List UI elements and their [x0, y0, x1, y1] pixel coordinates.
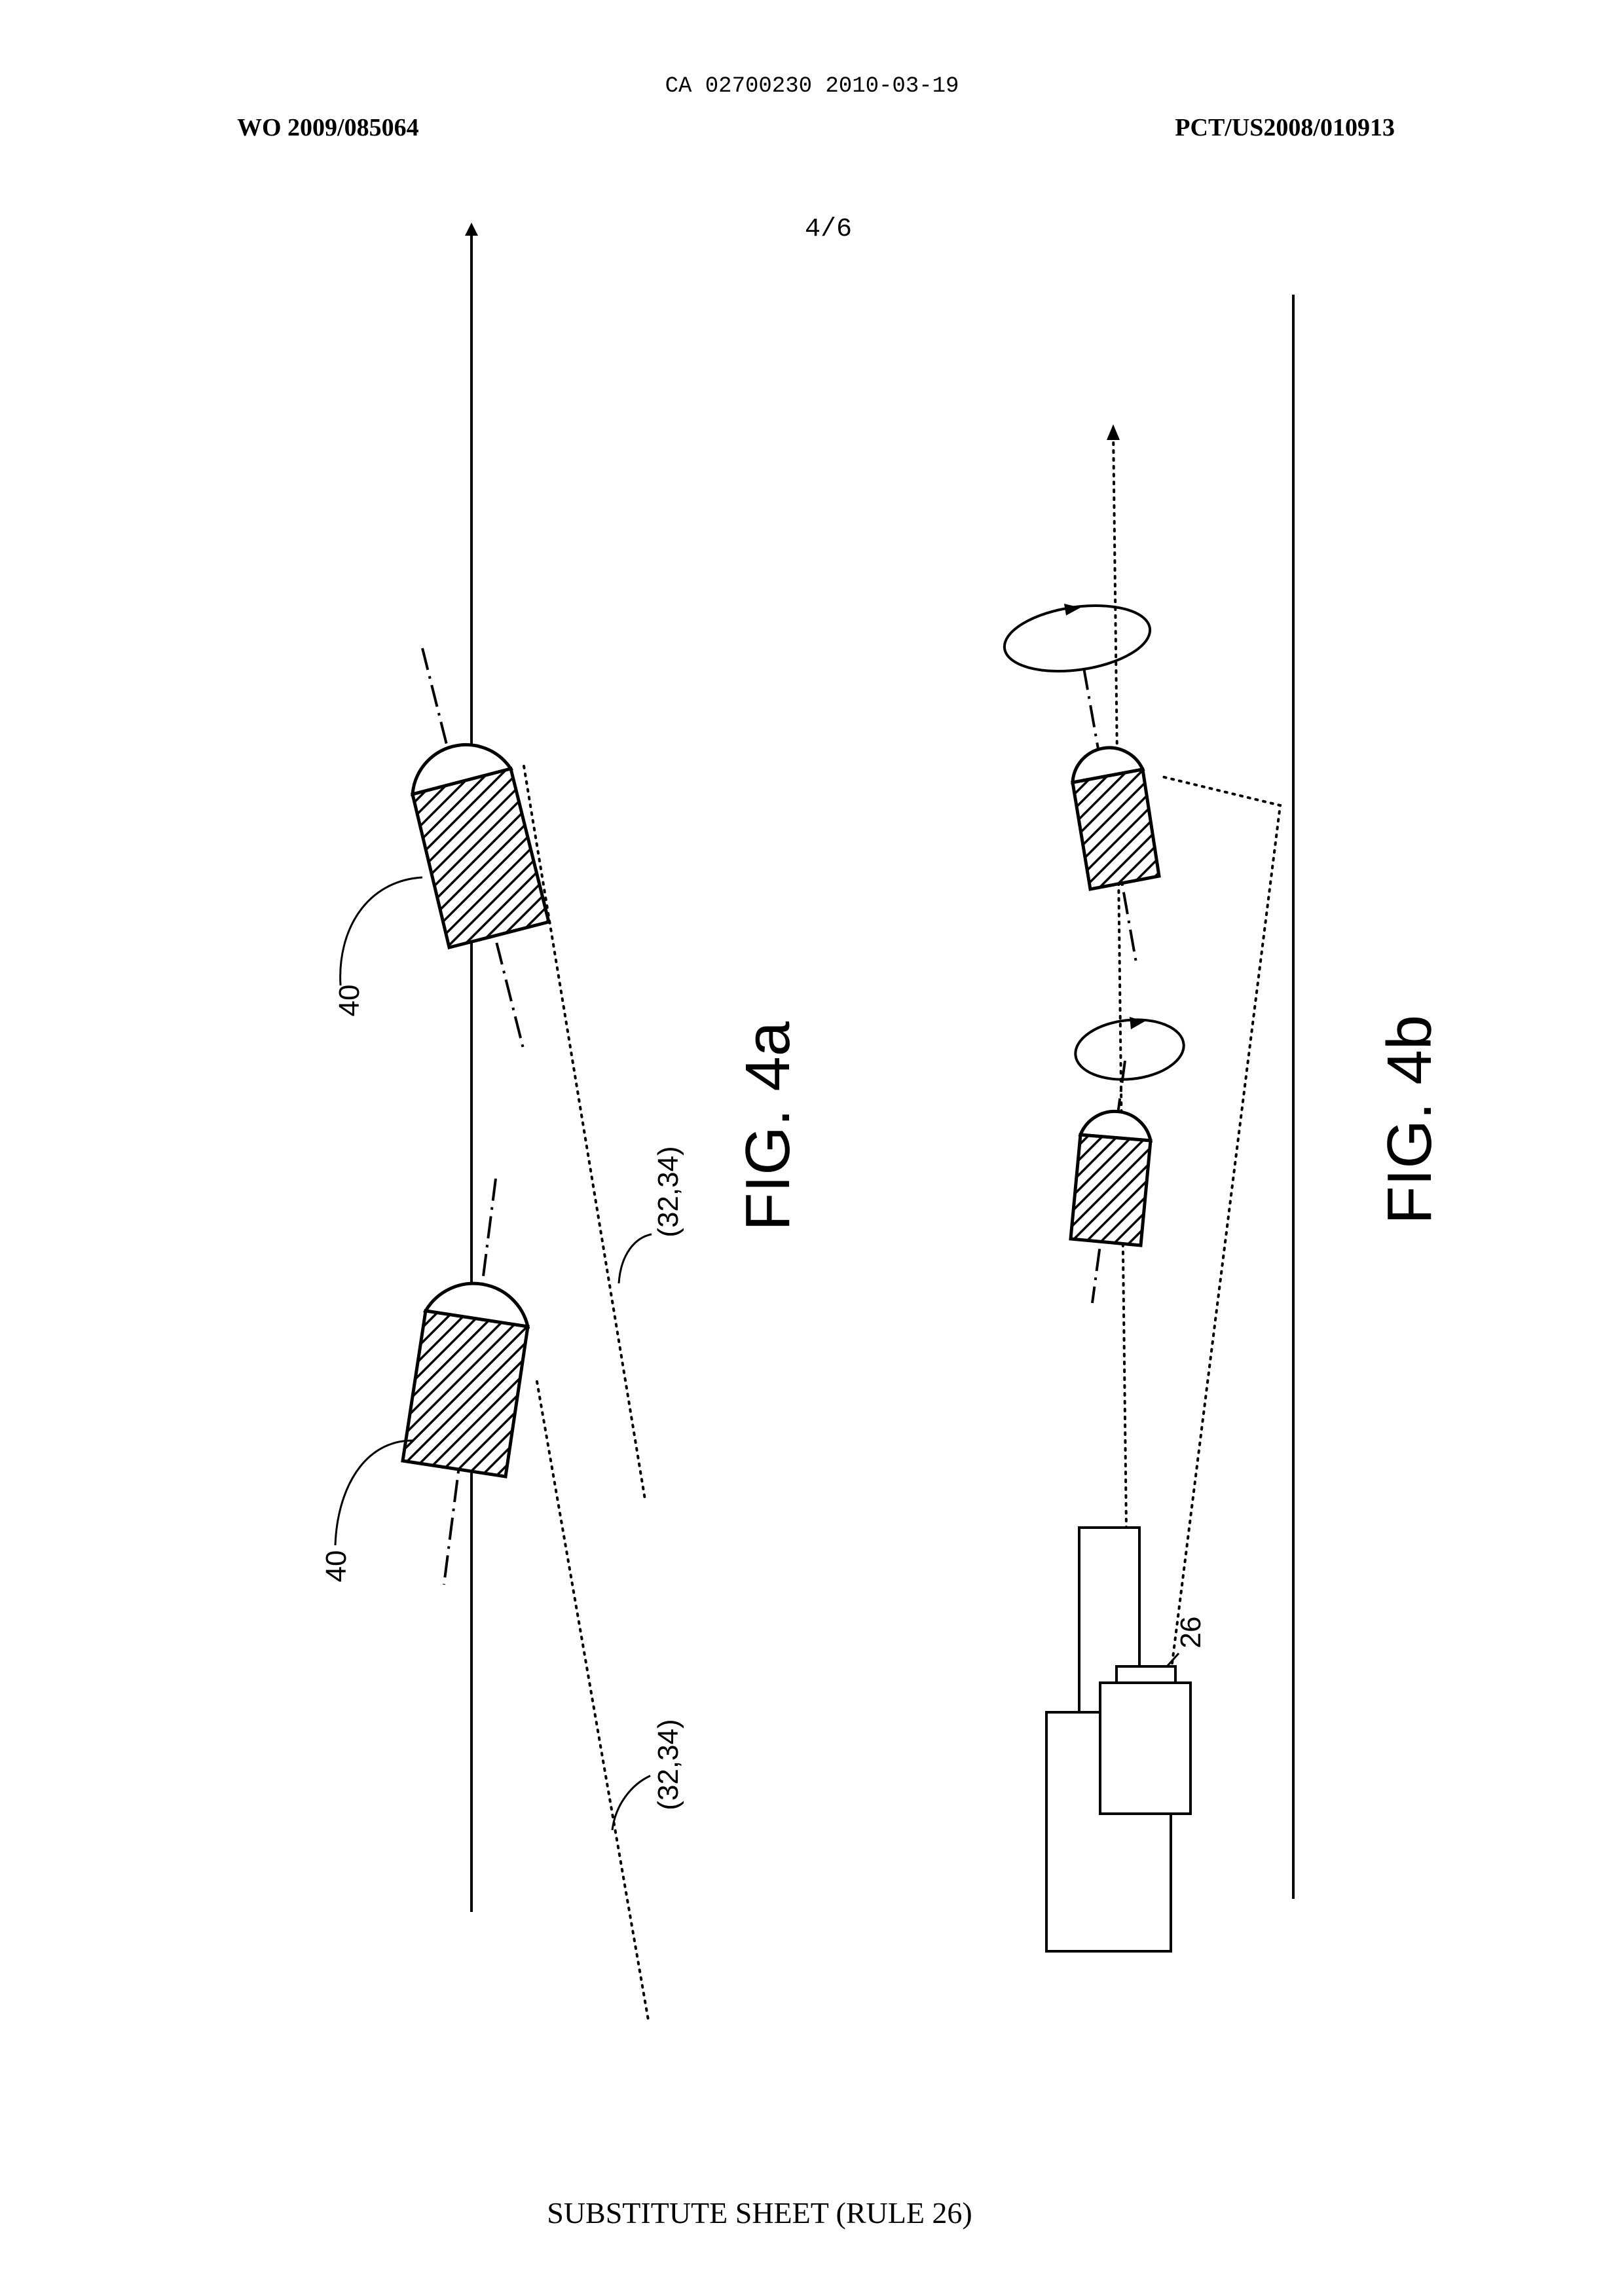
sensor-fov-lines: [1159, 776, 1280, 1663]
sheet-number: 4/6: [805, 215, 852, 244]
leader-line-40-top: [341, 877, 422, 985]
projectile-body: [413, 769, 549, 947]
ref-label-40-bottom: 40: [320, 1551, 352, 1583]
footer-text: SUBSTITUTE SHEET (RULE 26): [547, 2196, 972, 2230]
leader-line-beam-bottom: [612, 1776, 650, 1830]
sensor-housing: [1100, 1683, 1190, 1814]
ref-label-beam-top: (32,34): [652, 1146, 684, 1237]
ref-label-26: 26: [1175, 1617, 1207, 1649]
projectile-bottom: [403, 1179, 648, 2020]
projectile-body: [1073, 769, 1159, 889]
ca-number: CA 02700230 2010-03-19: [665, 74, 959, 99]
beam-edge-line: [537, 1382, 648, 2020]
ref-label-40-top: 40: [333, 985, 365, 1017]
sensor-26: [1116, 1666, 1175, 1683]
figure-4a: 40 40 (32,34) (32,34) FIG. 4a: [320, 229, 803, 2020]
figure-label-4b: FIG. 4b: [1375, 1015, 1445, 1224]
beam-edge-line: [524, 766, 645, 1499]
dotted-trajectory-axis: [1113, 429, 1126, 1529]
wo-number: WO 2009/085064: [237, 114, 419, 141]
figure-label-4a: FIG. 4a: [733, 1021, 803, 1231]
pct-number: PCT/US2008/010913: [1175, 114, 1395, 141]
projectile-body: [1071, 1135, 1151, 1245]
spin-ellipse-bottom: [1073, 1015, 1187, 1085]
figure-4b: 26 FIG. 4b: [1000, 295, 1445, 1951]
spin-ellipse-top: [1000, 597, 1154, 680]
leader-line-40-bottom: [335, 1441, 413, 1545]
leader-line-beam-top: [619, 1234, 652, 1283]
ref-label-beam-bottom: (32,34): [652, 1719, 684, 1810]
projectile-4b-bottom: [1071, 1061, 1151, 1303]
projectile-body: [403, 1311, 528, 1477]
trajectory-arrowhead: [1107, 424, 1120, 440]
launcher-assembly: [1046, 1528, 1190, 1951]
